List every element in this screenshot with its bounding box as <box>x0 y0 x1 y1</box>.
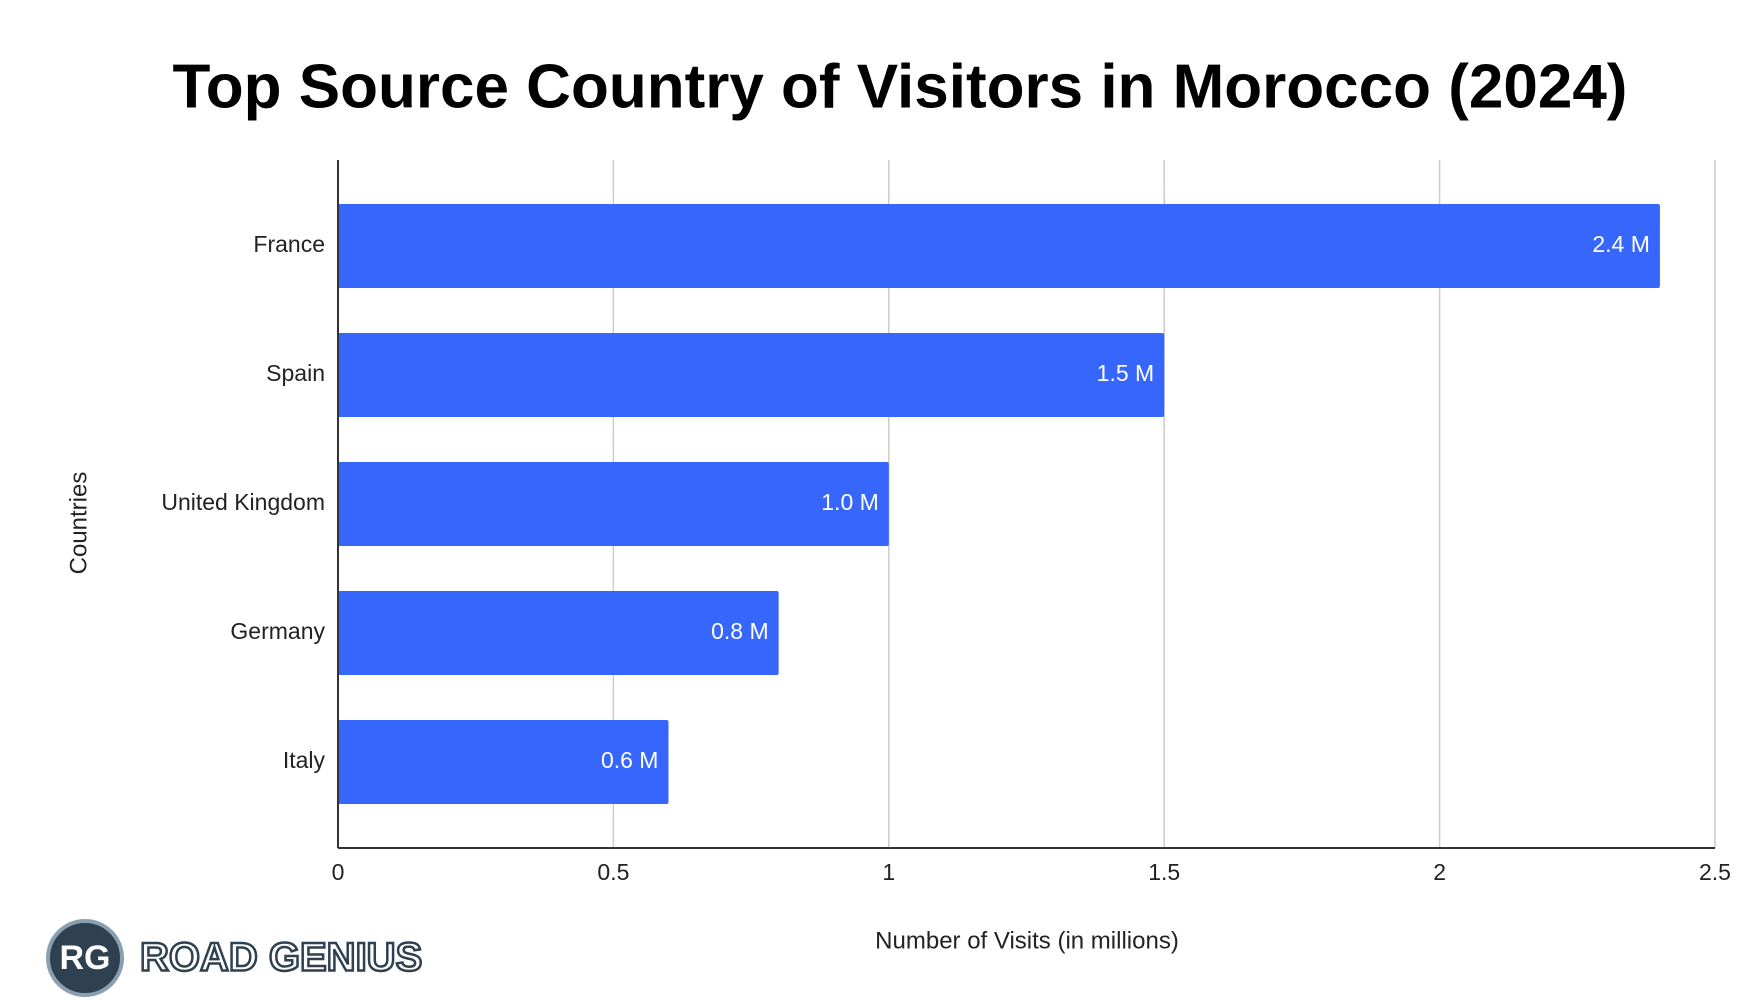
chart-title: Top Source Country of Visitors in Morocc… <box>173 52 1628 121</box>
logo-name: ROAD GENIUS <box>140 936 422 980</box>
y-tick-label: Italy <box>283 747 326 773</box>
bar <box>338 333 1165 417</box>
value-label: 1.5 M <box>1097 360 1155 386</box>
y-tick-label: Germany <box>230 618 325 644</box>
x-tick-label: 1 <box>882 859 895 885</box>
x-tick-label: 1.5 <box>1148 859 1180 885</box>
bar <box>338 720 669 804</box>
x-tick-label: 2.5 <box>1699 859 1731 885</box>
logo-badge <box>46 919 124 997</box>
value-label: 0.8 M <box>711 618 769 644</box>
logo-badge-text: RG <box>60 939 111 977</box>
bar <box>338 591 779 675</box>
value-label: 1.0 M <box>821 489 879 515</box>
x-axis-label: Number of Visits (in millions) <box>875 927 1179 954</box>
y-tick-label: France <box>253 231 325 257</box>
x-tick-label: 0.5 <box>597 859 629 885</box>
y-axis-label: Countries <box>65 472 92 575</box>
bar <box>338 204 1660 288</box>
x-tick-label: 0 <box>332 859 345 885</box>
y-tick-label: United Kingdom <box>161 489 325 515</box>
y-tick-label: Spain <box>266 360 325 386</box>
x-tick-label: 2 <box>1433 859 1446 885</box>
value-label: 2.4 M <box>1592 231 1650 257</box>
bar <box>338 462 889 546</box>
value-label: 0.6 M <box>601 747 659 773</box>
